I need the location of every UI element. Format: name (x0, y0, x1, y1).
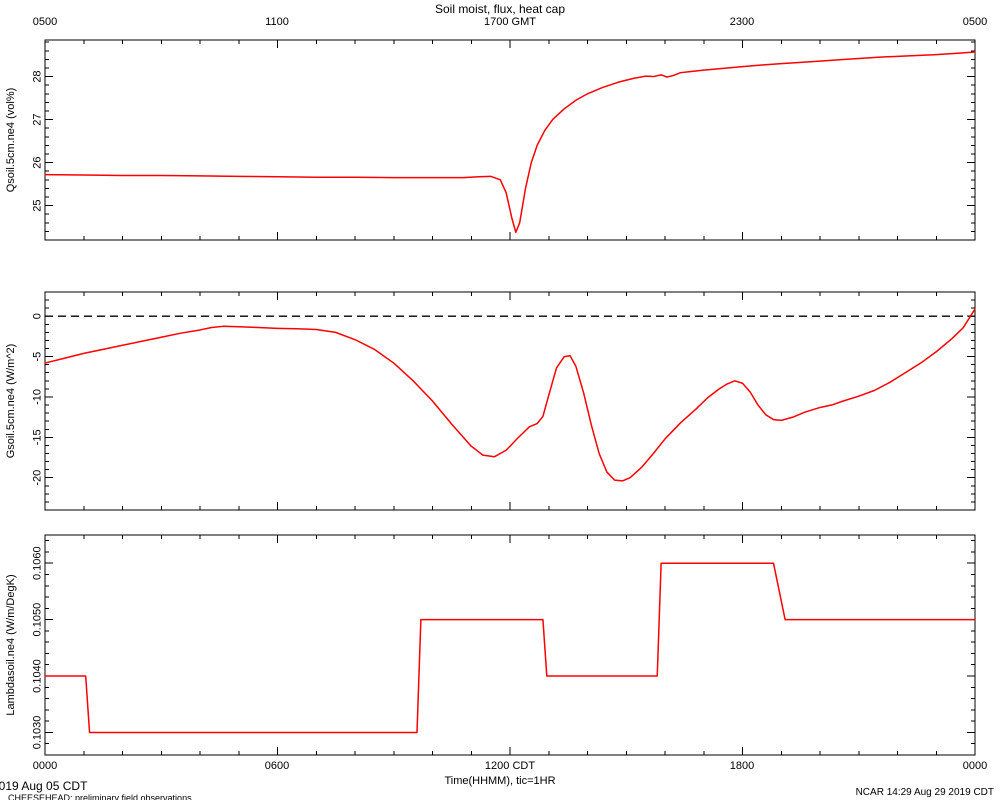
gsoil-series-line (44, 308, 976, 482)
y-tick-label: 0.1050 (32, 603, 44, 637)
top-axis-label-4: 0500 (962, 16, 988, 28)
y-tick-label: 0.1040 (32, 659, 44, 693)
y-tick-label: -20 (32, 470, 44, 486)
y-axis-title-lambdasoil: Lambdasoil.ne4 (W/m/DegK) (5, 574, 17, 715)
y-tick-label: 25 (32, 199, 44, 211)
bottom-axis-label-3: 1800 (729, 760, 755, 772)
y-tick-label: -5 (32, 352, 44, 362)
y-tick-label: -15 (32, 429, 44, 445)
y-tick-label: 28 (32, 70, 44, 82)
x-axis-title: Time(HHMM), tic=1HR (444, 775, 556, 787)
y-axis-title-gsoil: Gsoil.5cm.ne4 (W/m^2) (5, 344, 17, 459)
top-axis-label-2: 1700 GMT (484, 16, 536, 28)
panel-qsoil: 25 26 27 28 Qsoil.5cm.ne4 (vol%) (5, 39, 976, 241)
top-axis-label-1: 1100 (265, 16, 289, 28)
y-axis-title-qsoil: Qsoil.5cm.ne4 (vol%) (5, 88, 17, 193)
bottom-axis-label-4: 0000 (962, 760, 988, 772)
footer-campaign: CHEESEHEAD: preliminary field observatio… (8, 793, 192, 800)
panel-gsoil: 0 -5 -10 -15 -20 Gsoil.5cm.ne4 (W/m^2) (5, 291, 976, 511)
bottom-axis-label-1: 0600 (264, 760, 290, 772)
qsoil-series-line (44, 51, 976, 234)
y-tick-label: 26 (32, 156, 44, 168)
panel-lambdasoil: 0.1030 0.1040 0.1050 0.1060 Lambdasoil.ne4 (… (5, 534, 976, 756)
y-tick-label: 0.1030 (32, 716, 44, 750)
bottom-axis-label-2: 1200 CDT (484, 760, 536, 772)
chart-title: Soil moist, flux, heat cap (434, 2, 566, 16)
y-tick-label: 0.1060 (32, 546, 44, 580)
bottom-axis-label-0: 0000 (32, 760, 58, 772)
footer-date: 2019 Aug 05 CDT (0, 779, 88, 793)
footer-credit: NCAR 14:29 Aug 29 2019 CDT (855, 787, 994, 798)
y-tick-label: 0 (32, 313, 44, 319)
top-axis-label-3: 2300 (729, 16, 755, 28)
top-axis-label-0: 0500 (32, 16, 58, 28)
y-tick-label: 27 (32, 113, 44, 125)
lambdasoil-series-line (44, 562, 976, 734)
y-tick-label: -10 (32, 389, 44, 405)
